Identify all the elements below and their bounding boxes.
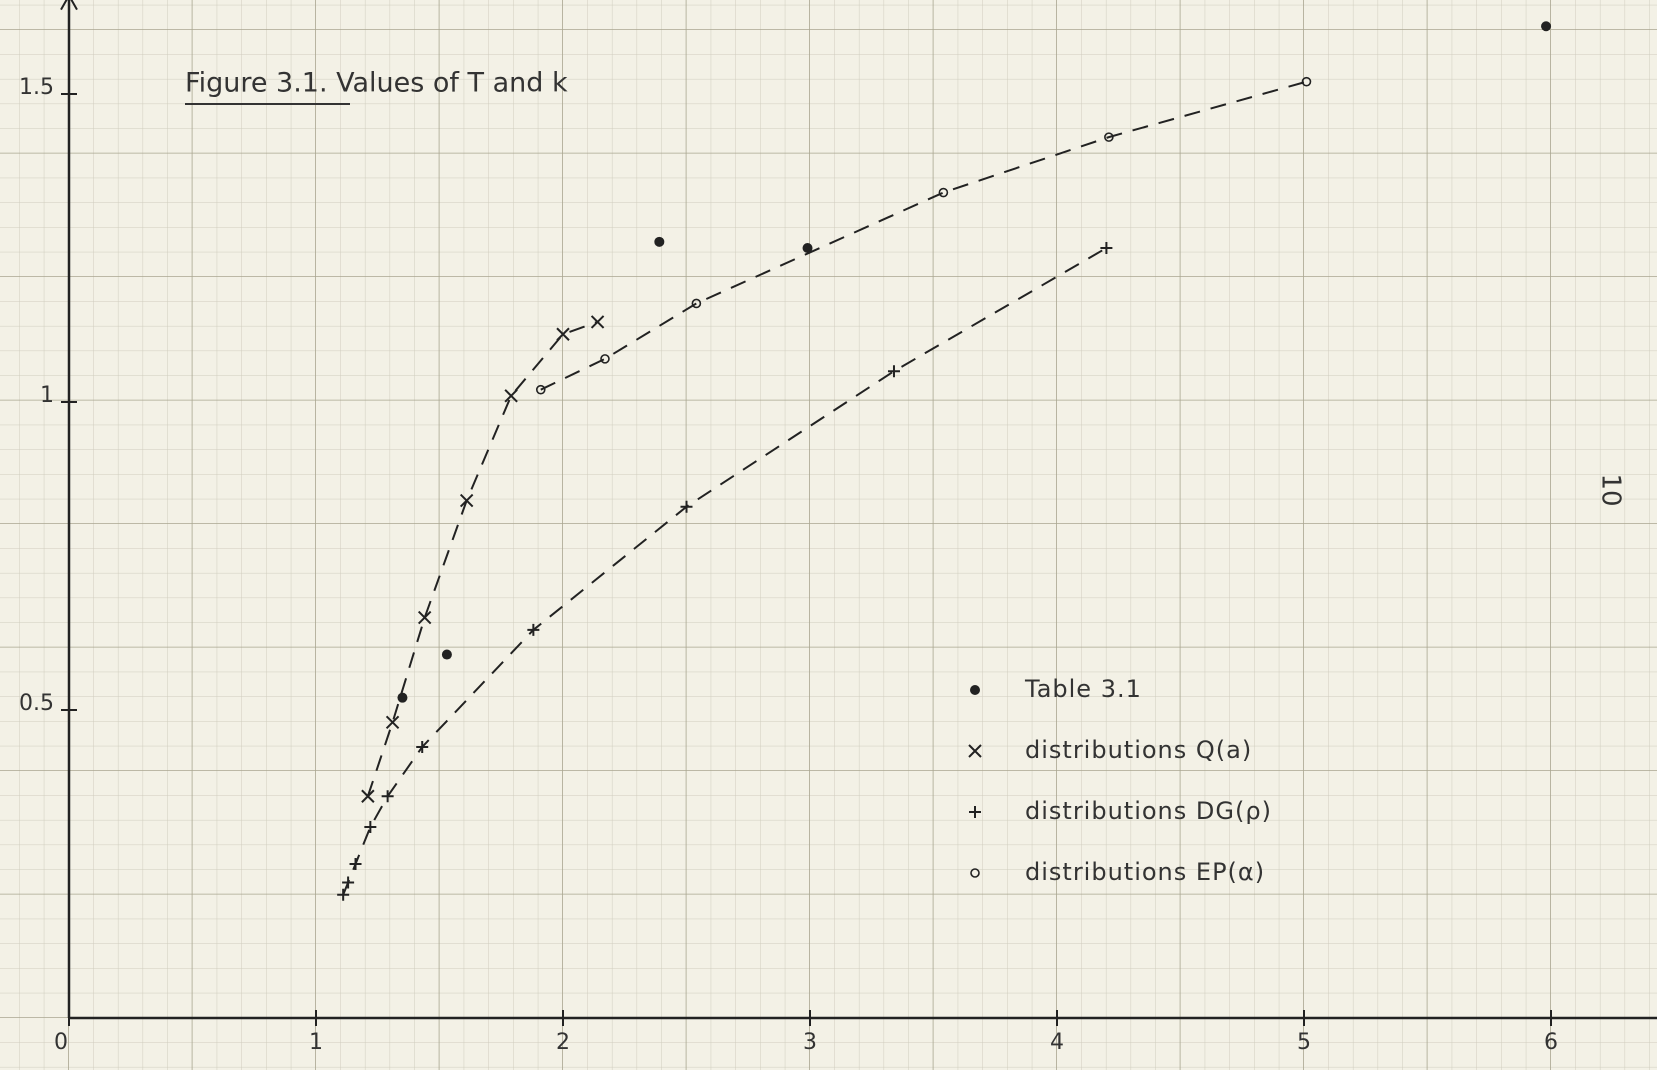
y-tick-label: 1 bbox=[40, 383, 54, 408]
point bbox=[397, 693, 407, 703]
legend-label: Table 3.1 bbox=[1024, 675, 1142, 703]
legend-label: distributions DG(ρ) bbox=[1025, 797, 1272, 825]
page-number: 10 bbox=[1596, 473, 1626, 506]
point bbox=[1541, 21, 1551, 31]
graph-paper-major bbox=[0, 0, 1657, 1070]
point bbox=[654, 237, 664, 247]
x-tick-label: 5 bbox=[1297, 1030, 1311, 1055]
legend-marker bbox=[970, 685, 980, 695]
x-tick-label: 0 bbox=[54, 1030, 68, 1055]
chart-title: Figure 3.1. Values of T and k bbox=[185, 68, 568, 99]
chart: kT01234560.511.5Table 3.1distributions Q… bbox=[0, 0, 1657, 1070]
legend-label: distributions EP(α) bbox=[1025, 858, 1265, 886]
x-tick-label: 1 bbox=[309, 1030, 323, 1055]
x-tick-label: 4 bbox=[1050, 1030, 1064, 1055]
y-tick-label: 1.5 bbox=[19, 75, 54, 100]
x-tick-label: 3 bbox=[803, 1030, 817, 1055]
y-tick-label: 0.5 bbox=[19, 691, 54, 716]
point bbox=[442, 650, 452, 660]
x-tick-label: 2 bbox=[556, 1030, 570, 1055]
legend-label: distributions Q(a) bbox=[1025, 736, 1252, 764]
x-tick-label: 6 bbox=[1544, 1030, 1558, 1055]
